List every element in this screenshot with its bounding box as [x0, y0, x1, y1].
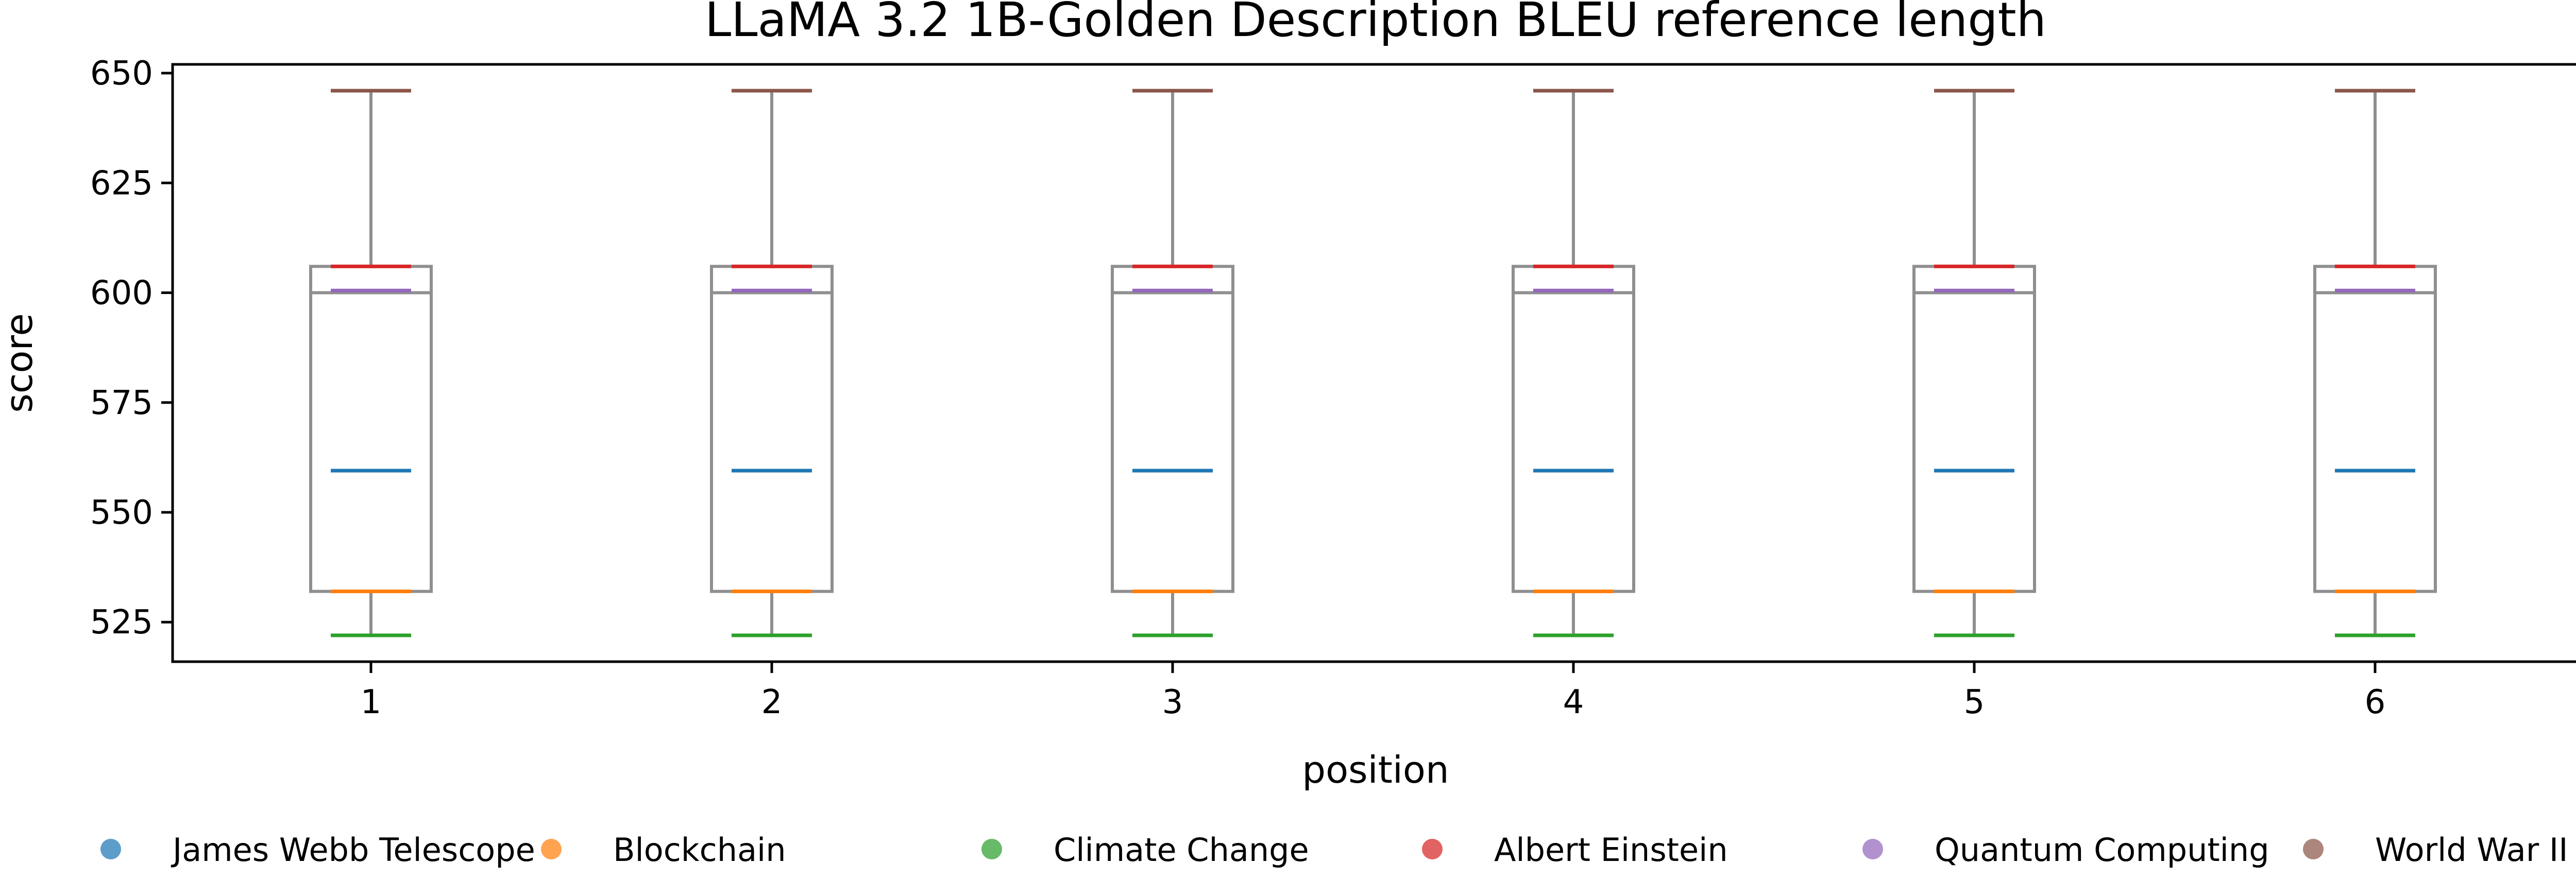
- box-body: [309, 265, 433, 593]
- y-tick-label: 650: [90, 55, 153, 93]
- box-body: [1912, 265, 2036, 593]
- y-axis: 525 550 575 600 625 650: [90, 55, 173, 642]
- x-tick-label: 5: [1964, 683, 1985, 721]
- box-3: [1111, 89, 1234, 637]
- legend-marker: [981, 839, 1002, 859]
- legend-item: Quantum Computing: [1862, 831, 2269, 869]
- box-body: [710, 265, 834, 593]
- legend-item: James Webb Telescope: [100, 831, 535, 869]
- legend-label: Blockchain: [613, 831, 786, 869]
- x-axis: 1 2 3 4 5 6: [361, 662, 2386, 721]
- box-6: [2313, 89, 2437, 637]
- legend-marker: [1862, 839, 1883, 859]
- legend-marker: [1422, 839, 1443, 859]
- x-axis-label: position: [1302, 748, 1449, 791]
- box-5: [1912, 89, 2036, 637]
- x-tick-label: 3: [1162, 683, 1183, 721]
- x-tick-label: 2: [761, 683, 783, 721]
- legend-label: Climate Change: [1054, 831, 1309, 869]
- y-tick-label: 575: [90, 384, 153, 422]
- plot-area: [309, 89, 2437, 637]
- y-tick-label: 625: [90, 164, 153, 202]
- legend-label: Quantum Computing: [1935, 831, 2269, 869]
- y-tick-label: 525: [90, 603, 153, 642]
- x-tick-label: 6: [2365, 683, 2386, 721]
- box-body: [1512, 265, 1635, 593]
- legend-marker: [2303, 839, 2324, 859]
- legend-marker: [541, 839, 562, 859]
- x-tick-label: 4: [1563, 683, 1584, 721]
- box-2: [710, 89, 834, 637]
- legend-item: Climate Change: [981, 831, 1309, 869]
- legend-item: Albert Einstein: [1422, 831, 1728, 869]
- y-tick-label: 600: [90, 274, 153, 313]
- legend: James Webb Telescope Blockchain Climate Ch…: [100, 831, 2568, 869]
- y-tick-label: 550: [90, 494, 153, 532]
- chart-title: LLaMA 3.2 1B-Golden Description BLEU ref…: [705, 0, 2046, 47]
- x-tick-label: 1: [361, 683, 382, 721]
- y-axis-label: score: [0, 313, 41, 412]
- legend-item: Blockchain: [541, 831, 786, 869]
- legend-label: World War II: [2375, 831, 2568, 869]
- box-body: [2313, 265, 2437, 593]
- box-1: [309, 89, 433, 637]
- box-4: [1512, 89, 1635, 637]
- plot-frame: [171, 63, 2576, 663]
- legend-label: Albert Einstein: [1494, 831, 1728, 869]
- legend-label: James Webb Telescope: [171, 831, 535, 869]
- box-body: [1111, 265, 1234, 593]
- legend-marker: [100, 839, 121, 859]
- legend-item: World War II: [2303, 831, 2568, 869]
